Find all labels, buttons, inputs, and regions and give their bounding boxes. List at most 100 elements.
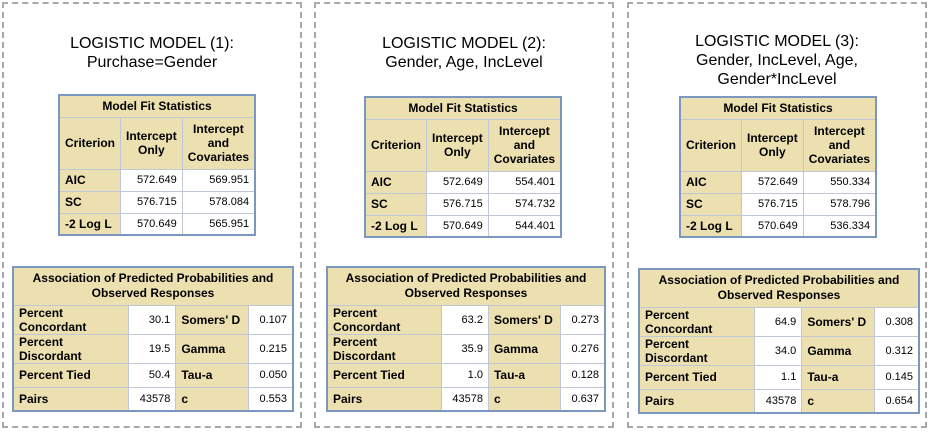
col-header: Intercept and Covariates (802, 118, 877, 172)
cell-value: 0.276 (560, 333, 606, 364)
cell-value: 576.715 (741, 192, 804, 216)
table-row: SC 576.715 578.084 (58, 190, 256, 214)
col-header: Intercept and Covariates (181, 116, 256, 170)
cell-value: 19.5 (127, 333, 177, 364)
cell-value: 576.715 (120, 190, 183, 214)
table-row: -2 Log L 570.649 544.401 (364, 214, 562, 238)
row-label: Percent Concordant (12, 304, 129, 335)
table-caption: Association of Predicted Probabilities a… (638, 268, 920, 308)
table-caption: Model Fit Statistics (679, 96, 877, 120)
association-table: Association of Predicted Probabilities a… (638, 268, 920, 414)
row-label: Percent Discordant (638, 335, 755, 366)
cell-value: 544.401 (487, 214, 562, 238)
cell-value: 0.215 (247, 333, 294, 364)
cell-value: 565.951 (181, 212, 256, 236)
table-row: Percent Concordant 64.9 Somers' D 0.308 (638, 306, 920, 337)
stat-label: c (175, 386, 249, 412)
stat-label: c (801, 388, 875, 414)
table-row: AIC 572.649 554.401 (364, 170, 562, 194)
stat-label: Tau-a (175, 362, 249, 388)
cell-value: 570.649 (120, 212, 183, 236)
table-row: Percent Tied 1.0 Tau-a 0.128 (326, 362, 606, 388)
row-label: SC (364, 192, 428, 216)
cell-value: 0.308 (873, 306, 920, 337)
col-header: Criterion (679, 118, 743, 172)
row-label: Percent Concordant (638, 306, 755, 337)
table-row: AIC 572.649 569.951 (58, 168, 256, 192)
table-row: Percent Concordant 63.2 Somers' D 0.273 (326, 304, 606, 335)
cell-value: 34.0 (753, 335, 803, 366)
table-row: SC 576.715 574.732 (364, 192, 562, 216)
cell-value: 0.145 (873, 364, 920, 390)
cell-value: 0.553 (247, 386, 294, 412)
cell-value: 0.273 (560, 304, 606, 335)
cell-value: 1.0 (440, 362, 489, 388)
cell-value: 35.9 (440, 333, 489, 364)
cell-value: 0.654 (873, 388, 920, 414)
cell-value: 50.4 (127, 362, 177, 388)
col-header: Intercept and Covariates (487, 118, 562, 172)
model-1-panel: LOGISTIC MODEL (1): Purchase=Gender Mode… (2, 2, 302, 428)
cell-value: 0.312 (873, 335, 920, 366)
cell-value: 64.9 (753, 306, 803, 337)
row-label: AIC (679, 170, 743, 194)
row-label: Percent Tied (12, 362, 129, 388)
table-row: Percent Tied 1.1 Tau-a 0.145 (638, 364, 920, 390)
row-label: AIC (58, 168, 122, 192)
cell-value: 578.796 (802, 192, 877, 216)
col-header: Intercept Only (120, 116, 183, 170)
col-header: Intercept Only (426, 118, 489, 172)
cell-value: 574.732 (487, 192, 562, 216)
table-row: Percent Concordant 30.1 Somers' D 0.107 (12, 304, 294, 335)
cell-value: 0.107 (247, 304, 294, 335)
table-row: Pairs 43578 c 0.553 (12, 386, 294, 412)
cell-value: 572.649 (741, 170, 804, 194)
model-fit-table: Model Fit Statistics Criterion Intercept… (58, 94, 257, 236)
cell-value: 578.084 (181, 190, 256, 214)
stat-label: Tau-a (487, 362, 562, 388)
stat-label: Gamma (801, 335, 875, 366)
cell-value: 43578 (753, 388, 803, 414)
table-row: Pairs 43578 c 0.637 (326, 386, 606, 412)
model-2-panel: LOGISTIC MODEL (2): Gender, Age, IncLeve… (314, 2, 614, 428)
cell-value: 572.649 (120, 168, 183, 192)
cell-value: 569.951 (181, 168, 256, 192)
row-label: SC (679, 192, 743, 216)
cell-value: 0.050 (247, 362, 294, 388)
row-label: -2 Log L (58, 212, 122, 236)
table-caption: Model Fit Statistics (58, 94, 256, 118)
row-label: -2 Log L (364, 214, 428, 238)
stat-label: Gamma (487, 333, 562, 364)
table-row: Percent Tied 50.4 Tau-a 0.050 (12, 362, 294, 388)
cell-value: 576.715 (426, 192, 489, 216)
col-header: Criterion (58, 116, 122, 170)
stat-label: c (487, 386, 562, 412)
model-fit-table: Model Fit Statistics Criterion Intercept… (364, 96, 563, 238)
table-caption: Association of Predicted Probabilities a… (326, 266, 606, 306)
cell-value: 1.1 (753, 364, 803, 390)
table-row: Percent Discordant 19.5 Gamma 0.215 (12, 333, 294, 364)
row-label: Percent Concordant (326, 304, 442, 335)
title-line: Gender, Age, IncLevel (385, 54, 543, 71)
stat-label: Somers' D (487, 304, 562, 335)
title-line: Purchase=Gender (86, 54, 218, 71)
association-table: Association of Predicted Probabilities a… (12, 266, 294, 412)
title-line: Gender, IncLevel, Age, (696, 52, 858, 69)
stat-label: Somers' D (801, 306, 875, 337)
row-label: Percent Tied (326, 362, 442, 388)
table-row: Percent Discordant 35.9 Gamma 0.276 (326, 333, 606, 364)
table-caption: Association of Predicted Probabilities a… (12, 266, 294, 306)
row-label: Percent Tied (638, 364, 755, 390)
cell-value: 0.128 (560, 362, 606, 388)
cell-value: 63.2 (440, 304, 489, 335)
cell-value: 550.334 (802, 170, 877, 194)
model-title: LOGISTIC MODEL (1): Purchase=Gender (4, 34, 300, 72)
stat-label: Gamma (175, 333, 249, 364)
cell-value: 43578 (127, 386, 177, 412)
table-row: -2 Log L 570.649 565.951 (58, 212, 256, 236)
row-label: Pairs (638, 388, 755, 414)
cell-value: 554.401 (487, 170, 562, 194)
cell-value: 30.1 (127, 304, 177, 335)
model-title: LOGISTIC MODEL (2): Gender, Age, IncLeve… (316, 34, 612, 72)
model-title: LOGISTIC MODEL (3): Gender, IncLevel, Ag… (629, 32, 925, 89)
